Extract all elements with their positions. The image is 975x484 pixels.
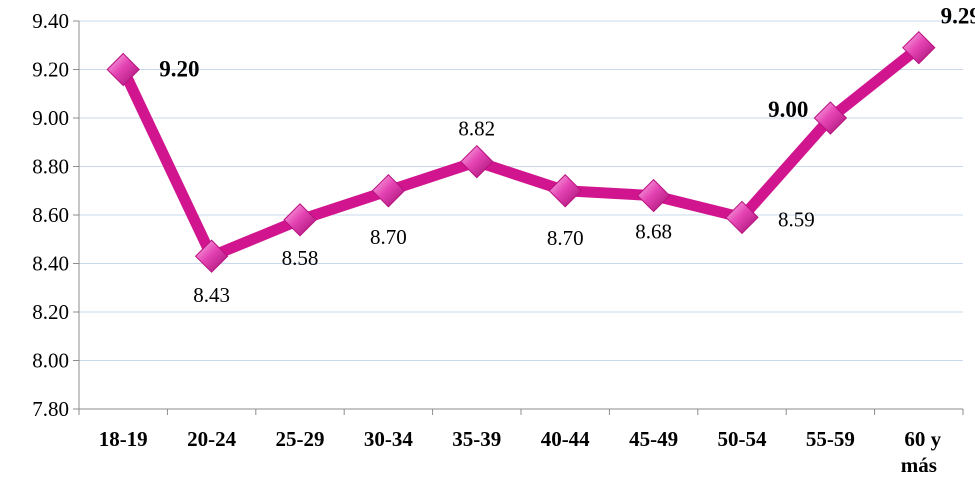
data-point-marker <box>106 52 140 87</box>
x-tick-label: 25-29 <box>276 427 325 451</box>
data-label: 9.00 <box>768 97 808 122</box>
data-point-marker <box>194 239 229 273</box>
data-label: 8.82 <box>458 117 495 141</box>
x-tick-label: 55-59 <box>806 427 855 451</box>
data-label: 8.70 <box>547 226 584 250</box>
y-tick-label: 8.80 <box>32 155 69 179</box>
data-point-marker <box>548 174 582 208</box>
data-label: 8.70 <box>370 225 407 249</box>
data-point-marker <box>725 200 759 235</box>
y-tick-label: 9.20 <box>32 58 69 82</box>
data-point-marker <box>902 30 936 65</box>
x-tick-label: 30-34 <box>364 427 413 451</box>
data-label: 8.59 <box>778 207 815 231</box>
data-point-marker <box>636 178 671 213</box>
y-tick-label: 9.40 <box>32 9 69 33</box>
data-label: 8.58 <box>282 246 319 270</box>
y-tick-label: 9.00 <box>32 106 69 130</box>
x-tick-label: 60 y más <box>901 427 942 477</box>
axes <box>73 20 964 415</box>
y-tick-label: 8.40 <box>32 252 69 276</box>
series-line <box>117 42 925 262</box>
data-label: 8.68 <box>635 220 672 244</box>
x-tick-label: 45-49 <box>629 427 678 451</box>
grid-lines <box>79 20 963 361</box>
data-point-marker <box>371 174 406 208</box>
x-tick-label: 50-54 <box>718 427 767 451</box>
x-tick-label: 40-44 <box>541 427 590 451</box>
data-label: 9.29 <box>941 4 975 29</box>
y-tick-labels: 7.80 8.00 8.20 8.40 8.60 8.80 9.00 9.20 9.40 <box>32 9 69 421</box>
data-label: 8.43 <box>193 283 230 307</box>
data-point-marker <box>460 144 494 179</box>
x-tick-label: 18-19 <box>99 427 148 451</box>
y-tick-label: 7.80 <box>32 397 69 421</box>
data-series <box>106 30 936 273</box>
data-point-marker <box>283 203 317 237</box>
y-tick-label: 8.00 <box>32 349 69 373</box>
y-tick-label: 8.60 <box>32 203 69 227</box>
data-label: 9.20 <box>159 57 199 82</box>
x-tick-label: 20-24 <box>187 427 236 451</box>
data-labels: 9.20 8.43 8.58 8.70 8.82 8.70 8.68 8.59 9.00 9.29 <box>159 4 975 308</box>
data-point-marker <box>813 101 848 135</box>
x-tick-label: 35-39 <box>452 427 501 451</box>
y-tick-label: 8.20 <box>32 300 69 324</box>
x-tick-labels: 18-19 20-24 25-29 30-34 35-39 40-44 45-49 50-54… <box>99 427 942 477</box>
